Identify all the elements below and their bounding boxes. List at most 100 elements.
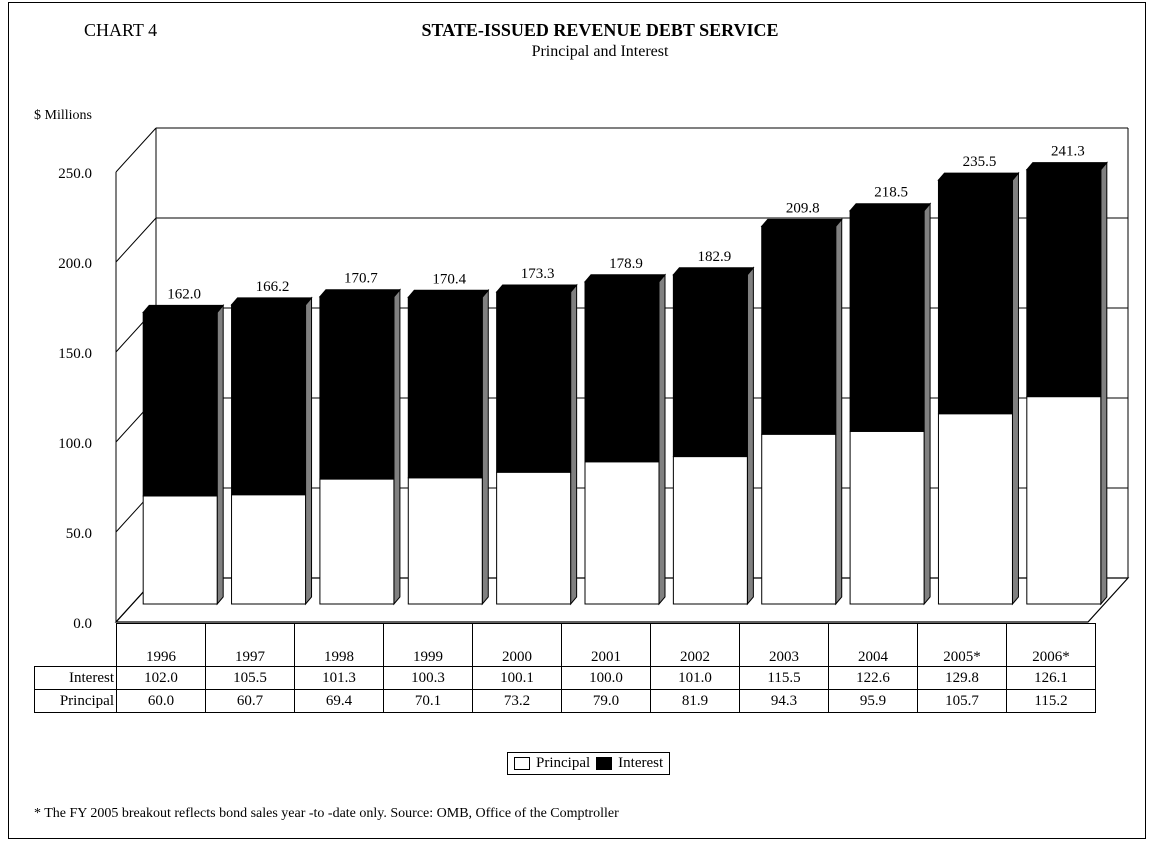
bar-group-1 <box>230 296 313 606</box>
table-principal-4: 73.2 <box>472 689 562 713</box>
legend: Principal Interest <box>507 752 671 775</box>
table-year-0: 1996 <box>116 623 206 667</box>
table-interest-8: 122.6 <box>828 666 918 690</box>
row-label-interest: Interest <box>34 666 117 690</box>
bar-top-2 <box>318 289 401 298</box>
bar-side-10 <box>1100 161 1108 606</box>
bar-interest-10 <box>1026 169 1102 398</box>
table-year-4: 2000 <box>472 623 562 667</box>
bar-principal-2 <box>319 478 395 605</box>
table-principal-9: 105.7 <box>917 689 1007 713</box>
bar-principal-3 <box>407 477 483 605</box>
bar-principal-9 <box>937 413 1013 605</box>
bar-side-7 <box>835 218 843 606</box>
table-interest-10: 126.1 <box>1006 666 1096 690</box>
gridline-left-4 <box>115 217 157 263</box>
bar-principal-4 <box>496 471 572 605</box>
bar-side-3 <box>481 288 489 606</box>
table-interest-6: 101.0 <box>650 666 740 690</box>
table-interest-0: 102.0 <box>116 666 206 690</box>
table-interest-7: 115.5 <box>739 666 829 690</box>
table-year-1: 1997 <box>205 623 295 667</box>
row-label-principal: Principal <box>34 689 117 713</box>
table-row-interest: Interest 102.0 105.5 101.3 100.3 100.1 100.0 1… <box>34 666 1096 690</box>
table-header-row: 1996 1997 1998 1999 2000 2001 2002 2003 2004 2005… <box>34 623 1096 667</box>
bar-top-9 <box>937 172 1020 181</box>
bar-group-9 <box>937 171 1020 606</box>
total-label-1: 166.2 <box>256 279 290 295</box>
bar-interest-2 <box>319 296 395 480</box>
table-year-5: 2001 <box>561 623 651 667</box>
table-principal-0: 60.0 <box>116 689 206 713</box>
y-axis-label: $ Millions <box>34 108 92 123</box>
bar-group-5 <box>583 273 667 606</box>
table-year-3: 1999 <box>383 623 473 667</box>
bar-principal-8 <box>849 430 925 605</box>
bar-top-5 <box>583 274 667 283</box>
table-interest-1: 105.5 <box>205 666 295 690</box>
table-year-6: 2002 <box>650 623 740 667</box>
bar-top-6 <box>672 267 755 276</box>
table-year-10: 2006* <box>1006 623 1096 667</box>
table-principal-7: 94.3 <box>739 689 829 713</box>
table-interest-4: 100.1 <box>472 666 562 690</box>
floor <box>114 577 1130 623</box>
total-label-5: 178.9 <box>609 256 643 272</box>
bar-interest-9 <box>937 179 1013 415</box>
table-year-2: 1998 <box>294 623 384 667</box>
bar-group-0 <box>142 304 225 606</box>
bar-interest-4 <box>496 291 572 473</box>
table-principal-3: 70.1 <box>383 689 473 713</box>
bar-top-4 <box>495 284 578 293</box>
gridline-left-5 <box>115 127 157 173</box>
bar-interest-3 <box>407 296 483 479</box>
bar-side-9 <box>1011 171 1019 606</box>
chart-frame <box>8 2 1146 839</box>
table-year-9: 2005* <box>917 623 1007 667</box>
y-tick-label-2: 100.0 <box>58 436 92 452</box>
bar-side-4 <box>570 283 578 606</box>
bar-top-3 <box>407 289 490 298</box>
bar-group-10 <box>1025 161 1108 606</box>
bar-group-3 <box>407 288 490 606</box>
legend-swatch-interest <box>596 757 613 770</box>
total-label-3: 170.4 <box>432 271 466 287</box>
bars <box>142 161 1108 606</box>
bar-group-6 <box>672 266 755 606</box>
bar-principal-1 <box>231 494 307 605</box>
bar-side-2 <box>393 288 401 606</box>
total-label-6: 182.9 <box>697 249 731 265</box>
data-labels: 162.0 166.2 170.7 170.4 173.3 178.9 182.9 209.8… <box>167 144 1084 303</box>
table-principal-5: 79.0 <box>561 689 651 713</box>
bar-interest-7 <box>761 225 837 435</box>
table-principal-2: 69.4 <box>294 689 384 713</box>
bar-interest-0 <box>142 311 218 497</box>
chart-title: STATE-ISSUED REVENUE DEBT SERVICE <box>421 20 779 40</box>
y-tick-label-4: 200.0 <box>58 256 92 272</box>
bar-principal-5 <box>584 461 660 605</box>
table-principal-10: 115.2 <box>1006 689 1096 713</box>
data-table: 1996 1997 1998 1999 2000 2001 2002 2003 2004 2005… <box>34 623 1096 713</box>
legend-label-interest: Interest <box>618 755 664 771</box>
total-label-0: 162.0 <box>167 286 201 302</box>
table-principal-6: 81.9 <box>650 689 740 713</box>
table-row-principal: Principal 60.0 60.7 69.4 70.1 73.2 79.0 81.9 94… <box>34 689 1096 713</box>
bar-side-5 <box>658 273 666 606</box>
bar-principal-7 <box>761 433 837 605</box>
legend-label-principal: Principal <box>536 755 591 771</box>
bar-side-6 <box>746 266 754 606</box>
bar-top-10 <box>1025 162 1108 171</box>
bar-group-7 <box>760 218 843 606</box>
total-label-2: 170.7 <box>344 271 378 287</box>
bar-group-8 <box>849 202 932 606</box>
table-interest-3: 100.3 <box>383 666 473 690</box>
table-corner <box>34 623 117 667</box>
chart-subtitle: Principal and Interest <box>531 43 669 60</box>
bar-top-1 <box>230 297 313 306</box>
bar-top-8 <box>849 203 932 212</box>
legend-swatch-principal <box>514 757 530 770</box>
table-year-8: 2004 <box>828 623 918 667</box>
bar-interest-5 <box>584 281 660 463</box>
total-label-10: 241.3 <box>1051 144 1085 160</box>
